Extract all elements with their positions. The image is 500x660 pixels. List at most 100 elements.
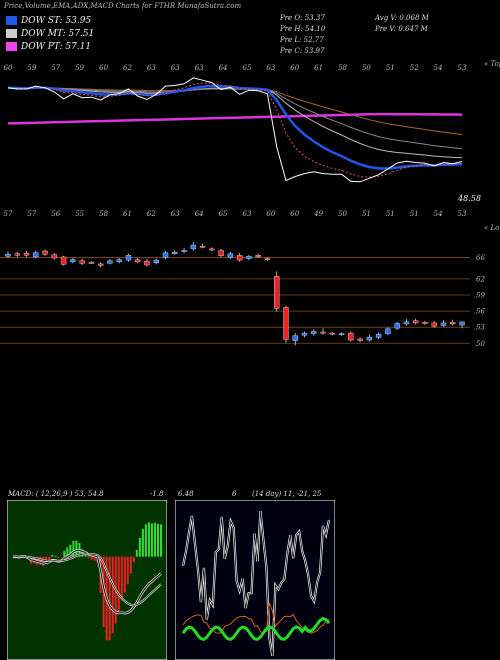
legend-label-mt: DOW MT: 57.51 [21,28,95,39]
candle-body [97,263,104,266]
stat-avg-volume: Avg V: 0.068 M [375,14,429,22]
adx-pane [175,500,335,660]
chart-header: Price,Volume,EMA,ADX,MACD Charts for FTH… [4,2,242,10]
bottom-label: 65 [219,210,228,218]
stat-pre-high: Pre H: 54.10 [280,25,326,33]
stat-pre-low: Pre L: 52.77 [280,36,324,44]
legend-label-pt: DOW PT: 57.11 [21,41,92,52]
legend-item-pt: DOW PT: 57.11 [6,40,94,53]
top-label: 57 [51,64,60,72]
legend-swatch-st [6,16,17,25]
candle-body [459,321,465,326]
candle-body [246,256,252,259]
adx-title-right: (14 day) 11, -21, 25 [252,490,322,498]
lows-corner-label: « Lows [484,224,500,232]
candle-body [264,258,271,260]
bottom-label: 57 [4,210,13,218]
ema-pt-line [7,112,463,125]
top-label: 64 [219,64,228,72]
top-label: 61 [314,64,323,72]
candle-body [348,332,354,341]
candle-body [375,333,382,338]
bottom-label: 60 [290,210,299,218]
adx-title-mid: 6 [232,490,237,498]
bottom-label: 63 [242,210,251,218]
top-label: 62 [123,64,132,72]
tops-corner-label: « Tops [484,60,500,68]
candle-body [292,335,298,341]
bottom-label: 64 [195,210,204,218]
candle-body [422,322,428,324]
top-label: 60 [290,64,299,72]
legend-swatch-pt [6,42,17,51]
candle-body [33,252,39,258]
bottom-label: 51 [386,210,395,218]
candle-body [450,322,456,325]
bottom-label: 51 [410,210,419,218]
candle-body [51,254,58,259]
candle-body [394,323,400,329]
candle-body [412,320,419,324]
adx-line [181,616,331,642]
bottom-label: 49 [313,210,323,218]
candle-body [181,250,187,252]
legend-item-st: DOW ST: 53.95 [6,14,94,27]
top-label: 53 [458,64,467,72]
stat-pre-open: Pre O: 53.37 [280,14,325,22]
y-tick-66: 66 [476,254,485,262]
candle-body [88,262,95,264]
top-label: 51 [386,64,395,72]
top-label: 58 [338,64,347,72]
candle-body [190,244,197,250]
macd-background [7,500,167,660]
bottom-label: 50 [338,210,347,218]
macd-pane [7,500,167,660]
ema-st-line [7,84,463,170]
bottom-label: 55 [75,210,84,218]
candle-body [209,248,215,251]
candles [5,241,465,346]
candle-body [283,307,289,340]
candle-body [70,259,76,262]
y-tick-50: 50 [476,340,485,348]
top-label: 63 [266,64,275,72]
bottom-label: 58 [99,210,108,218]
top-label: 65 [242,64,251,72]
ema-mt2-line [7,87,463,150]
candle-body [255,255,261,258]
candle-body [227,253,234,258]
top-label: 63 [147,64,156,72]
candle-body [79,260,85,264]
candle-body [116,259,122,262]
stat-pre-volume: Pre V: 0.647 M [375,25,428,33]
candle-body [366,337,373,341]
adx-plus-di-inner [182,511,330,656]
top-label: 63 [171,64,180,72]
candle-body [42,250,48,255]
last-value-label: 48.58 [457,194,481,203]
candle-pane: « Lows 66 62 59 56 53 50 [0,224,500,348]
price-line [7,77,463,183]
candle-body [144,261,150,266]
candle-body [329,332,335,335]
y-tick-62: 62 [476,275,485,283]
candle-body [162,252,169,258]
adx-title-left: 6.48 [178,490,194,498]
candle-body [14,253,20,256]
candle-body [5,254,11,257]
macd-value-label: -1.8 [150,490,164,498]
y-tick-59: 59 [476,292,485,300]
y-tick-56: 56 [476,308,485,316]
candle-body [338,333,345,336]
bottom-labels: 57 57 56 55 58 61 62 63 64 65 63 60 60 49 50 51 51 51 54 53 [4,210,467,218]
bottom-label: 60 [266,210,275,218]
macd-title: MACD: ( 12,26,9 ) 53, 54.8 [8,490,104,498]
candle-body [403,321,410,325]
candle-body [135,259,141,262]
candle-body [273,276,280,309]
top-label: 59 [27,64,36,72]
top-label: 60 [99,64,108,72]
y-tick-53: 53 [476,324,485,332]
bottom-label: 57 [27,210,36,218]
bottom-label: 56 [51,210,60,218]
